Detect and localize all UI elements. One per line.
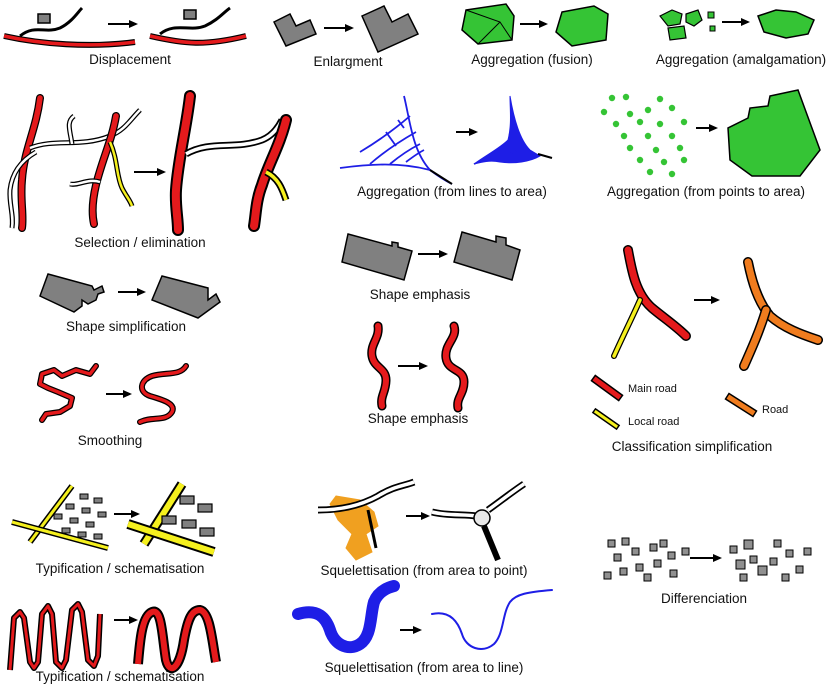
typification-buildings-before <box>11 484 109 551</box>
caption-aggregation-amalgamation: Aggregation (amalgamation) <box>656 52 826 67</box>
aggregation-points-after <box>727 89 821 177</box>
legend-local-road: Local road <box>591 407 679 431</box>
caption-squelettisation-line: Squelettisation (from area to line) <box>325 660 524 675</box>
legend-road: Road <box>724 392 788 418</box>
classification-panel: Main road Local road Road Classification… <box>590 245 823 454</box>
aggregation-lines-before <box>339 95 453 185</box>
enlargment-panel: Enlargment <box>272 5 420 69</box>
squelettisation-point-panel: Squelettisation (from area to point) <box>317 478 528 578</box>
classification-after <box>739 257 823 371</box>
caption-selection: Selection / elimination <box>74 235 205 250</box>
caption-shape-emphasis-road: Shape emphasis <box>368 411 469 426</box>
caption-differenciation: Differenciation <box>661 591 747 606</box>
squelettisation-point-before <box>317 478 416 561</box>
legend-label-road: Road <box>762 404 788 416</box>
caption-squelettisation-point: Squelettisation (from area to point) <box>320 563 527 578</box>
aggregation-lines-panel: Aggregation (from lines to area) <box>339 95 553 199</box>
displacement-before <box>3 6 136 48</box>
selection-panel: Selection / elimination <box>7 90 292 250</box>
caption-typification-roads: Typification / schematisation <box>36 669 205 684</box>
aggregation-points-panel: Aggregation (from points to area) <box>600 89 821 199</box>
aggregation-points-before <box>600 93 688 178</box>
legend-main-road: Main road <box>590 374 677 402</box>
aggregation-fusion-panel: Aggregation (fusion) <box>461 3 609 67</box>
selection-after <box>169 90 292 236</box>
shape-emphasis-road-panel: Shape emphasis <box>367 321 469 426</box>
caption-smoothing: Smoothing <box>78 433 143 448</box>
smoothing-panel: Smoothing <box>37 363 189 448</box>
legend-label-local-road: Local road <box>628 416 679 428</box>
typification-buildings-panel: Typification / schematisation <box>11 481 216 576</box>
aggregation-lines-after <box>473 95 553 165</box>
caption-enlargment: Enlargment <box>313 54 382 69</box>
differenciation-panel: Differenciation <box>603 537 812 606</box>
typification-roads-panel: Typification / schematisation <box>7 601 221 684</box>
squelettisation-point-after <box>431 481 526 562</box>
caption-aggregation-fusion: Aggregation (fusion) <box>471 52 593 67</box>
aggregation-amalgamation-panel: Aggregation (amalgamation) <box>656 9 826 67</box>
caption-aggregation-lines: Aggregation (from lines to area) <box>357 184 547 199</box>
squelettisation-line-panel: Squelettisation (from area to line) <box>292 580 553 675</box>
typification-buildings-after <box>126 481 216 557</box>
differenciation-after <box>729 539 812 582</box>
legend-label-main-road: Main road <box>628 383 677 395</box>
caption-displacement: Displacement <box>89 52 171 67</box>
caption-classification: Classification simplification <box>612 439 773 454</box>
caption-aggregation-points: Aggregation (from points to area) <box>607 184 805 199</box>
selection-before <box>7 94 142 232</box>
classification-before <box>611 245 691 359</box>
caption-shape-emphasis-building: Shape emphasis <box>370 287 471 302</box>
displacement-panel: Displacement <box>3 6 247 67</box>
differenciation-before <box>603 537 690 582</box>
caption-typification-buildings: Typification / schematisation <box>36 561 205 576</box>
caption-shape-simplification: Shape simplification <box>66 319 186 334</box>
shape-simplification-panel: Shape simplification <box>39 273 221 334</box>
shape-emphasis-building-panel: Shape emphasis <box>341 231 521 302</box>
displacement-after <box>149 6 247 46</box>
